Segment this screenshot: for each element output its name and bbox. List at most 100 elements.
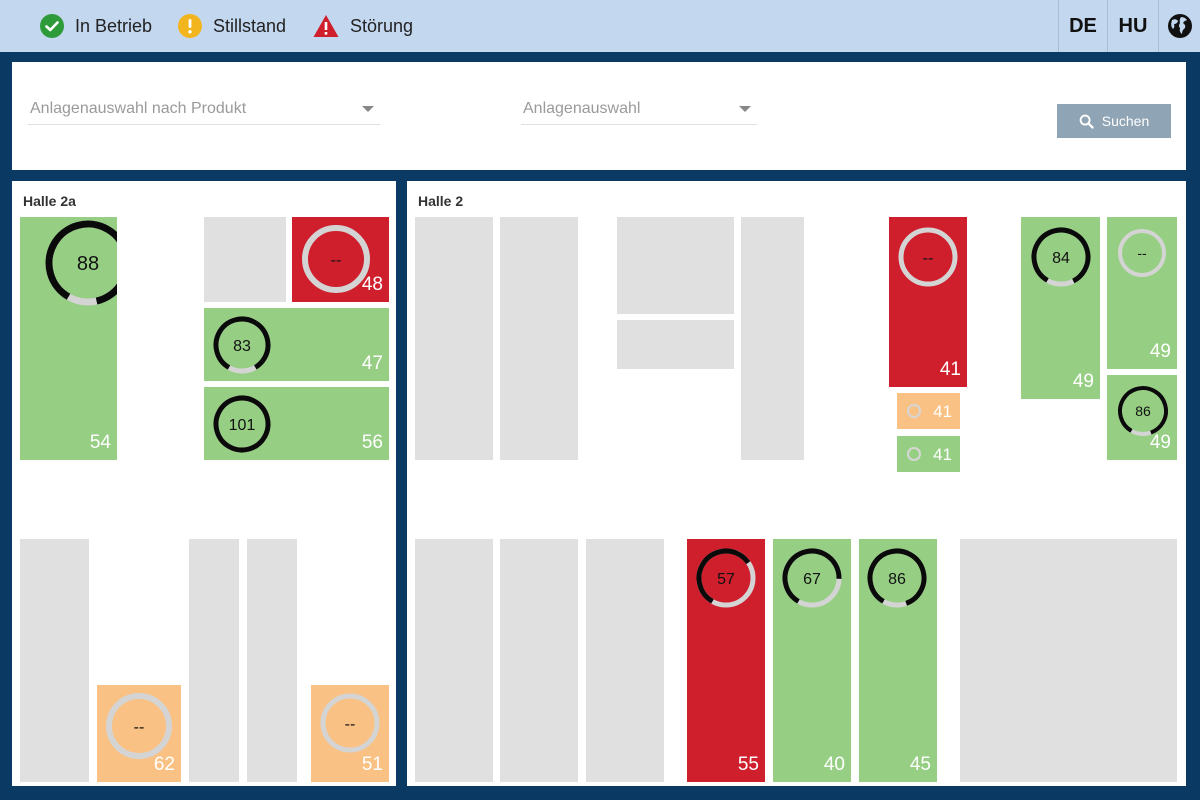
search-button[interactable]: Suchen: [1057, 104, 1171, 138]
machine-number: 54: [89, 432, 111, 453]
machine-select[interactable]: Anlagenauswahl: [521, 98, 757, 125]
machine-tile[interactable]: 84 49: [1021, 217, 1100, 399]
gauge-ring: 67: [782, 548, 842, 608]
machine-number: 51: [361, 754, 383, 775]
machine-number: 47: [361, 353, 383, 374]
gauge-value: 86: [888, 571, 906, 588]
gauge-track: [1118, 229, 1166, 277]
gauge-value: 86: [1135, 403, 1151, 419]
gauge-track: [320, 693, 380, 753]
machine-tile[interactable]: [20, 539, 89, 782]
gauge-ring: 88: [45, 220, 117, 306]
machine-number: 49: [1072, 371, 1094, 392]
gauge-value: --: [345, 716, 356, 733]
machine-tile[interactable]: [500, 539, 578, 782]
gauge-ring: --: [1118, 229, 1166, 277]
globe-icon: [1168, 14, 1192, 38]
warning-circle-icon: [178, 14, 202, 38]
gauge-ring: --: [302, 225, 370, 293]
gauge-track: [302, 225, 370, 293]
machine-tile[interactable]: [204, 217, 286, 302]
gauge-value: 83: [233, 338, 251, 355]
machine-number: 49: [1149, 432, 1171, 453]
machine-tile[interactable]: 41: [897, 393, 960, 429]
gauge-ring: 101: [213, 395, 271, 453]
gauge-value: --: [331, 252, 342, 269]
machine-tile[interactable]: 86 49: [1107, 375, 1177, 460]
globe-button[interactable]: [1158, 0, 1200, 52]
machine-tile[interactable]: [960, 539, 1177, 782]
machine-number: 41: [933, 402, 952, 421]
machine-tile[interactable]: 41: [897, 436, 960, 472]
gauge-ring: 57: [696, 548, 756, 608]
machine-number: 62: [153, 754, 175, 775]
machine-tile[interactable]: [500, 217, 578, 460]
machine-number: 41: [939, 359, 961, 380]
machine-tile[interactable]: 67 40: [773, 539, 851, 782]
gauge-fill: [213, 395, 271, 453]
machine-tile[interactable]: [617, 217, 734, 314]
machine-number: 48: [361, 274, 383, 295]
machine-tile[interactable]: 86 45: [859, 539, 937, 782]
gauge-value: --: [134, 719, 145, 736]
machine-number: 41: [933, 445, 952, 464]
legend-fault: Störung: [313, 0, 413, 52]
gauge-ring: 86: [1118, 386, 1168, 436]
gauge-value: 84: [1052, 250, 1070, 267]
gauge-value: 88: [77, 253, 99, 275]
gauge-value: --: [1137, 245, 1147, 261]
machine-tile[interactable]: [741, 217, 804, 460]
machine-tile[interactable]: 57 55: [687, 539, 765, 782]
machine-number: 56: [361, 432, 383, 453]
gauge-fill: [1118, 386, 1168, 436]
gauge-value: --: [923, 250, 934, 267]
machine-tile[interactable]: 88 54: [20, 217, 117, 460]
legend-running-label: In Betrieb: [75, 15, 153, 36]
gauge-ring: --: [106, 693, 172, 759]
gauge-ring: 84: [1031, 227, 1091, 287]
filter-bar: Anlagenauswahl nach Produkt Anlagenauswa…: [12, 62, 1186, 170]
product-select[interactable]: Anlagenauswahl nach Produkt: [28, 98, 380, 125]
machine-number: 40: [823, 754, 845, 775]
gauge-track: [106, 693, 172, 759]
warning-triangle-icon: [313, 15, 339, 37]
halle-2a-title: Halle 2a: [23, 193, 76, 209]
machine-tile[interactable]: -- 41: [889, 217, 967, 387]
gauge-ring: 83: [213, 316, 271, 374]
machine-tile[interactable]: [586, 539, 664, 782]
search-button-label: Suchen: [1101, 113, 1150, 129]
chevron-down-icon: [362, 106, 374, 112]
machine-tile[interactable]: -- 51: [311, 685, 389, 782]
legend-fault-label: Störung: [350, 15, 414, 36]
legend-standstill-label: Stillstand: [213, 15, 287, 36]
gauge-value: 67: [803, 571, 821, 588]
language-de-button[interactable]: DE: [1058, 0, 1107, 52]
machine-tile[interactable]: [415, 539, 493, 782]
top-bar: In Betrieb Stillstand Störung DE HU: [0, 0, 1200, 52]
status-ring-icon: [907, 404, 921, 418]
machine-tile[interactable]: [189, 539, 239, 782]
gauge-ring: --: [898, 227, 958, 287]
gauge-ring: --: [320, 693, 380, 753]
machine-tile[interactable]: 83 47: [204, 308, 389, 381]
gauge-ring: 86: [867, 548, 927, 608]
gauge-track: [898, 227, 958, 287]
machine-tile[interactable]: -- 49: [1107, 217, 1177, 369]
gauge-fill: [45, 220, 117, 306]
gauge-value: 57: [717, 571, 735, 588]
legend-standstill: Stillstand: [178, 0, 286, 52]
machine-number: 45: [909, 754, 931, 775]
check-circle-icon: [40, 14, 64, 38]
machine-tile[interactable]: [247, 539, 297, 782]
product-select-value: Anlagenauswahl nach Produkt: [30, 100, 247, 117]
halle-2-title: Halle 2: [418, 193, 464, 209]
status-ring-icon: [907, 447, 921, 461]
search-icon: [1079, 114, 1094, 129]
machine-tile[interactable]: -- 48: [292, 217, 389, 302]
machine-tile[interactable]: -- 62: [97, 685, 181, 782]
machine-number: 55: [737, 754, 759, 775]
machine-tile[interactable]: [415, 217, 493, 460]
machine-tile[interactable]: 101 56: [204, 387, 389, 460]
machine-tile[interactable]: [617, 320, 734, 369]
language-hu-button[interactable]: HU: [1107, 0, 1158, 52]
